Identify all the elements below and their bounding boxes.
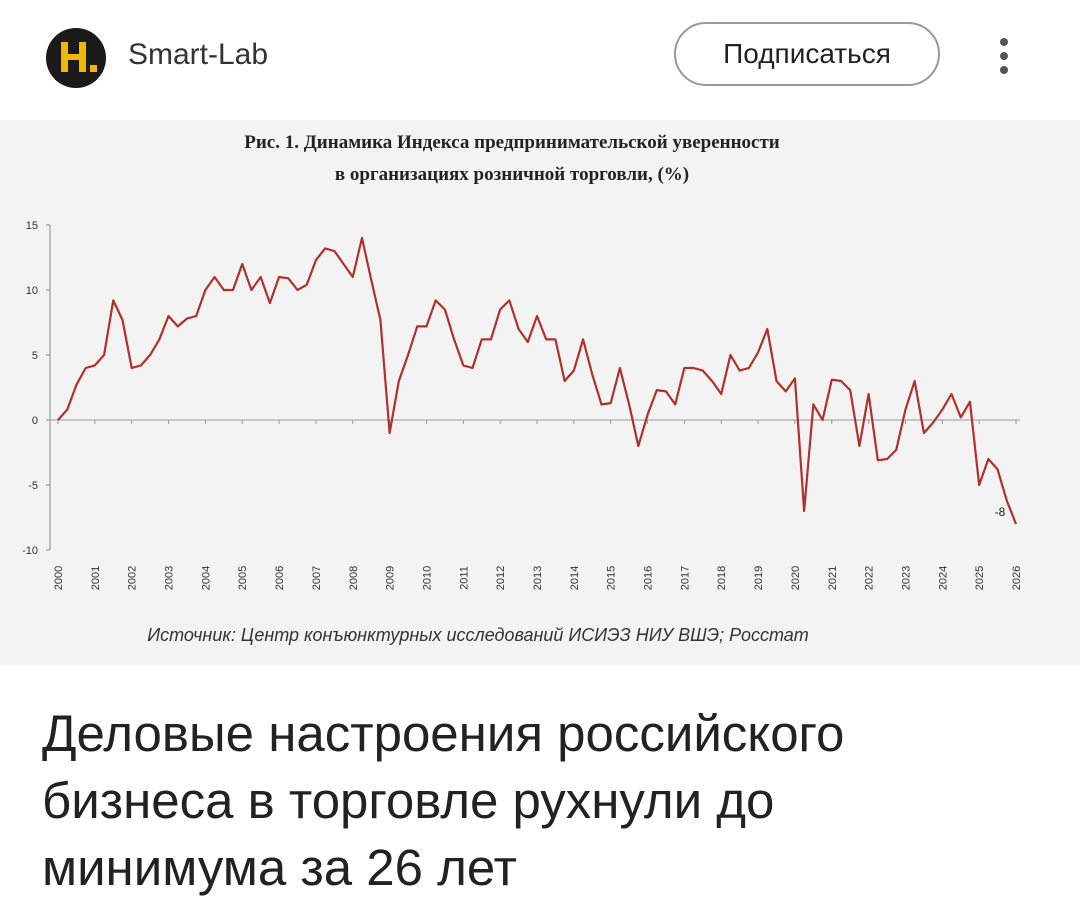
- y-tick-label: -5: [28, 480, 38, 492]
- x-tick-label: 2002: [127, 566, 139, 590]
- chart-background: [0, 120, 1080, 665]
- headline[interactable]: Деловые настроения российского бизнеса в…: [42, 705, 845, 896]
- x-tick-label: 2010: [421, 566, 433, 590]
- chart-title: в организациях розничной торговли, (%): [335, 164, 689, 185]
- x-tick-label: 2013: [532, 566, 544, 590]
- x-tick-label: 2022: [864, 566, 876, 590]
- header: Smart-Lab Подписаться: [0, 0, 1080, 120]
- x-tick-label: 2007: [311, 566, 323, 590]
- x-tick-label: 2000: [53, 566, 65, 590]
- x-tick-label: 2003: [164, 566, 176, 590]
- chart-title: Рис. 1. Динамика Индекса предприниматель…: [244, 132, 780, 153]
- x-tick-label: 2021: [827, 566, 839, 590]
- data-line: [57, 236, 1018, 525]
- x-tick-label: 2004: [200, 566, 212, 590]
- x-tick-label: 2014: [569, 566, 581, 590]
- y-tick-label: 0: [32, 415, 38, 427]
- x-tick-label: 2024: [937, 566, 949, 590]
- x-tick-label: 2015: [606, 566, 618, 590]
- subscribe-button[interactable]: Подписаться: [674, 22, 940, 86]
- x-tick-label: 2026: [1011, 566, 1023, 590]
- x-tick-label: 2018: [716, 566, 728, 590]
- source-note: Источник: Центр конъюнктурных исследован…: [147, 625, 809, 645]
- x-tick-label: 2001: [90, 566, 102, 590]
- logo: [46, 28, 106, 88]
- x-tick-label: 2023: [900, 566, 912, 590]
- menu-button[interactable]: [994, 32, 1014, 82]
- x-tick-label: 2019: [753, 566, 765, 590]
- y-tick-label: 10: [26, 285, 38, 297]
- y-tick-label: 5: [32, 350, 38, 362]
- chart: Рис. 1. Динамика Индекса предприниматель…: [0, 120, 1080, 665]
- x-tick-label: 2016: [643, 566, 655, 590]
- x-tick-label: 2006: [274, 566, 286, 590]
- x-tick-label: 2012: [495, 566, 507, 590]
- x-tick-label: 2009: [385, 566, 397, 590]
- x-tick-label: 2005: [237, 566, 249, 590]
- source-name[interactable]: Smart-Lab: [128, 38, 269, 71]
- x-tick-label: 2008: [348, 566, 360, 590]
- annotation: -8: [995, 505, 1006, 519]
- x-tick-label: 2011: [458, 566, 470, 590]
- x-tick-label: 2020: [790, 566, 802, 590]
- y-tick-label: -10: [22, 545, 38, 557]
- x-tick-label: 2017: [679, 566, 691, 590]
- x-tick-label: 2025: [974, 566, 986, 590]
- y-tick-label: 15: [26, 220, 38, 232]
